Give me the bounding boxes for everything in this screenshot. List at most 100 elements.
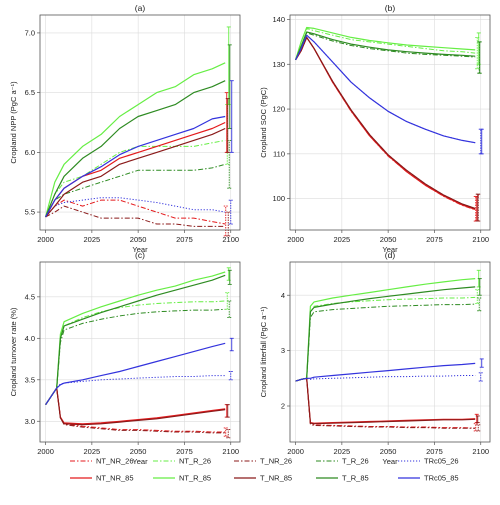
error-bar-TRc05_26 [228,371,233,381]
series-line-T_NR_85 [45,127,226,218]
y-tick-label: 4 [281,291,285,300]
series-line-TRc05_26 [45,375,226,405]
series-line-T_R_85 [45,80,226,218]
panel-title: (d) [385,250,396,260]
legend-item-TRc05_85: TRc05_85 [398,474,459,483]
x-axis-title: Year [132,245,148,254]
x-tick-label: 2100 [222,447,239,456]
error-bar-NT_NR_26 [223,427,228,437]
plot-area [290,15,490,230]
legend-label: T_NR_85 [260,474,292,483]
legend-item-NT_NR_26: NT_NR_26 [70,457,134,466]
error-bar-TRc05_26 [478,372,483,382]
plot-frame [289,261,491,443]
y-tick-label: 3 [281,346,285,355]
series-line-TRc05_85 [295,34,476,144]
x-tick-label: 2025 [84,447,101,456]
panel-title: (c) [135,250,145,260]
y-tick-label: 120 [272,105,285,114]
error-bar-T_R_85 [477,278,482,296]
error-bar-T_NR_26 [226,211,231,237]
series-line-T_R_85 [45,274,226,406]
legend-label: T_R_26 [342,457,369,466]
y-tick-label: 140 [272,15,285,24]
y-tick-label: 130 [272,60,285,69]
error-bar-T_NR_26 [476,424,481,432]
y-tick-label: 7.0 [25,29,35,38]
legend-item-TRc05_26: TRc05_26 [398,457,459,466]
legend-label: NT_NR_26 [96,457,134,466]
panel-title: (a) [135,3,146,13]
error-bar-T_NR_85 [225,98,230,153]
y-tick-label: 4.0 [25,334,35,343]
chart-panel-c: 2000 2025 2050 2075 2100 3.0 3.5 4.0 4.5 (c) Year C… [9,250,241,466]
legend-item-NT_R_85: NT_R_85 [153,474,211,483]
error-bar-T_R_26 [227,300,232,319]
plot-area [40,15,240,230]
legend-item-T_R_85: T_R_85 [316,474,369,483]
series-line-T_NR_85 [45,387,226,426]
x-tick-label: 2025 [334,235,351,244]
x-tick-label: 2075 [176,447,193,456]
x-tick-label: 2100 [472,235,489,244]
series-line-NT_R_85 [45,62,226,218]
plot-frame [39,14,241,231]
x-tick-label: 2075 [426,235,443,244]
legend-label: T_R_85 [342,474,369,483]
x-tick-label: 2000 [287,447,304,456]
y-tick-label: 5.5 [25,208,35,217]
x-tick-label: 2000 [37,235,54,244]
legend-label: NT_R_85 [179,474,211,483]
legend-item-NT_NR_85: NT_NR_85 [70,474,134,483]
series-line-T_R_26 [45,163,226,218]
series-line-NT_NR_26 [45,199,226,225]
x-tick-label: 2000 [37,447,54,456]
error-bar-TRc05_85 [479,128,484,155]
error-bar-NT_R_26 [475,289,480,304]
error-bar-T_R_85 [227,44,232,129]
series-line-T_NR_26 [45,205,226,227]
y-tick-label: 6.5 [25,88,35,97]
legend-item-T_NR_85: T_NR_85 [234,474,292,483]
y-tick-label: 3.5 [25,375,35,384]
x-axis-title: Year [132,457,148,466]
x-tick-label: 2025 [84,235,101,244]
legend-item-T_R_26: T_R_26 [316,457,369,466]
series-line-T_NR_26 [295,377,476,429]
series-line-T_R_85 [295,31,476,61]
x-axis-title: Year [382,457,398,466]
series-line-NT_R_26 [45,139,226,218]
x-tick-label: 2050 [130,235,147,244]
x-tick-label: 2075 [176,235,193,244]
legend-label: T_NR_26 [260,457,292,466]
chart-panels: 2000 2025 2050 2075 21005.56.06.57.0(a)YearC… [9,3,491,466]
legend-label: TRc05_26 [424,457,459,466]
y-tick-label: 110 [273,149,285,158]
legend-item-T_NR_26: T_NR_26 [234,457,292,466]
error-bar-T_NR_85 [225,404,230,418]
panel-title: (b) [385,3,396,13]
plot-area [290,262,490,442]
series-line-NT_NR_26 [295,377,476,429]
x-tick-label: 2000 [287,235,304,244]
chart-panel-d: 2000 2025 2050 2075 2100 2 3 4 (d) Year Cropland l… [259,250,491,466]
x-tick-label: 2050 [380,447,397,456]
y-axis-title: Cropland SOC (PgC) [259,87,268,158]
y-axis-title: Cropland NPP (PgC a⁻¹) [9,81,18,164]
x-tick-label: 2075 [426,447,443,456]
series-line-NT_R_85 [295,26,476,60]
series-line-TRc05_85 [45,115,226,218]
error-bar-T_R_85 [227,269,232,285]
legend-label: NT_R_26 [179,457,211,466]
error-bar-TRc05_85 [229,80,234,153]
series-line-T_NR_85 [295,377,476,425]
x-tick-label: 2050 [130,447,147,456]
x-tick-label: 2100 [472,447,489,456]
series-line-T_NR_85 [295,36,476,210]
series-line-T_R_85 [295,286,476,382]
plot-area [40,262,240,442]
error-bar-TRc05_85 [479,358,484,368]
legend-item-NT_R_26: NT_R_26 [153,457,211,466]
error-bar-TRc05_26 [228,199,233,225]
